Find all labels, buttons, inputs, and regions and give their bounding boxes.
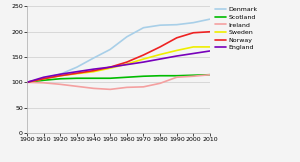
Scotland bbox=[42, 79, 45, 81]
England bbox=[125, 64, 129, 66]
Norway bbox=[142, 54, 145, 56]
Ireland bbox=[208, 74, 212, 76]
Ireland bbox=[75, 85, 79, 87]
Line: Scotland: Scotland bbox=[27, 75, 210, 82]
Scotland bbox=[192, 74, 195, 76]
Scotland bbox=[75, 77, 79, 79]
Sweden bbox=[158, 53, 162, 55]
Sweden bbox=[42, 78, 45, 80]
Scotland bbox=[58, 78, 62, 80]
England bbox=[175, 55, 178, 57]
Ireland bbox=[25, 81, 29, 83]
Scotland bbox=[108, 77, 112, 79]
Line: Denmark: Denmark bbox=[27, 19, 210, 82]
Denmark bbox=[75, 66, 79, 68]
Scotland bbox=[208, 74, 212, 76]
Scotland bbox=[25, 81, 29, 83]
Line: Ireland: Ireland bbox=[27, 75, 210, 89]
Sweden bbox=[208, 46, 212, 48]
Norway bbox=[108, 66, 112, 68]
Denmark bbox=[175, 24, 178, 26]
Norway bbox=[92, 70, 95, 72]
England bbox=[158, 58, 162, 60]
Sweden bbox=[175, 49, 178, 51]
Norway bbox=[42, 78, 45, 80]
Ireland bbox=[108, 88, 112, 90]
Sweden bbox=[58, 75, 62, 77]
Norway bbox=[192, 32, 195, 34]
Ireland bbox=[58, 83, 62, 85]
England bbox=[58, 73, 62, 75]
Sweden bbox=[192, 46, 195, 48]
Ireland bbox=[42, 82, 45, 84]
Sweden bbox=[92, 71, 95, 73]
Sweden bbox=[108, 67, 112, 69]
Line: England: England bbox=[27, 51, 210, 82]
Line: Sweden: Sweden bbox=[27, 47, 210, 82]
Sweden bbox=[75, 73, 79, 75]
Scotland bbox=[158, 75, 162, 77]
Legend: Denmark, Scotland, Ireland, Sweden, Norway, England: Denmark, Scotland, Ireland, Sweden, Norw… bbox=[215, 7, 258, 50]
Line: Norway: Norway bbox=[27, 32, 210, 82]
Norway bbox=[158, 46, 162, 48]
Ireland bbox=[142, 86, 145, 88]
Ireland bbox=[125, 86, 129, 88]
Sweden bbox=[25, 81, 29, 83]
Scotland bbox=[92, 77, 95, 79]
Denmark bbox=[125, 36, 129, 38]
Norway bbox=[125, 61, 129, 63]
Norway bbox=[175, 37, 178, 39]
Denmark bbox=[142, 27, 145, 29]
Scotland bbox=[175, 75, 178, 77]
Ireland bbox=[192, 75, 195, 77]
Ireland bbox=[92, 87, 95, 89]
Denmark bbox=[42, 77, 45, 79]
Norway bbox=[25, 81, 29, 83]
Norway bbox=[75, 72, 79, 74]
Norway bbox=[208, 31, 212, 33]
England bbox=[42, 76, 45, 78]
Scotland bbox=[142, 75, 145, 77]
Scotland bbox=[125, 76, 129, 78]
Norway bbox=[58, 75, 62, 77]
Sweden bbox=[142, 58, 145, 60]
England bbox=[192, 52, 195, 54]
Ireland bbox=[158, 82, 162, 84]
Sweden bbox=[125, 63, 129, 65]
England bbox=[75, 71, 79, 73]
Denmark bbox=[158, 24, 162, 26]
Denmark bbox=[208, 18, 212, 20]
England bbox=[25, 81, 29, 83]
England bbox=[108, 66, 112, 68]
Ireland bbox=[175, 76, 178, 78]
Denmark bbox=[192, 22, 195, 24]
England bbox=[92, 68, 95, 70]
England bbox=[142, 61, 145, 63]
Denmark bbox=[108, 48, 112, 50]
Denmark bbox=[92, 57, 95, 59]
Denmark bbox=[25, 81, 29, 83]
Denmark bbox=[58, 73, 62, 75]
England bbox=[208, 50, 212, 52]
